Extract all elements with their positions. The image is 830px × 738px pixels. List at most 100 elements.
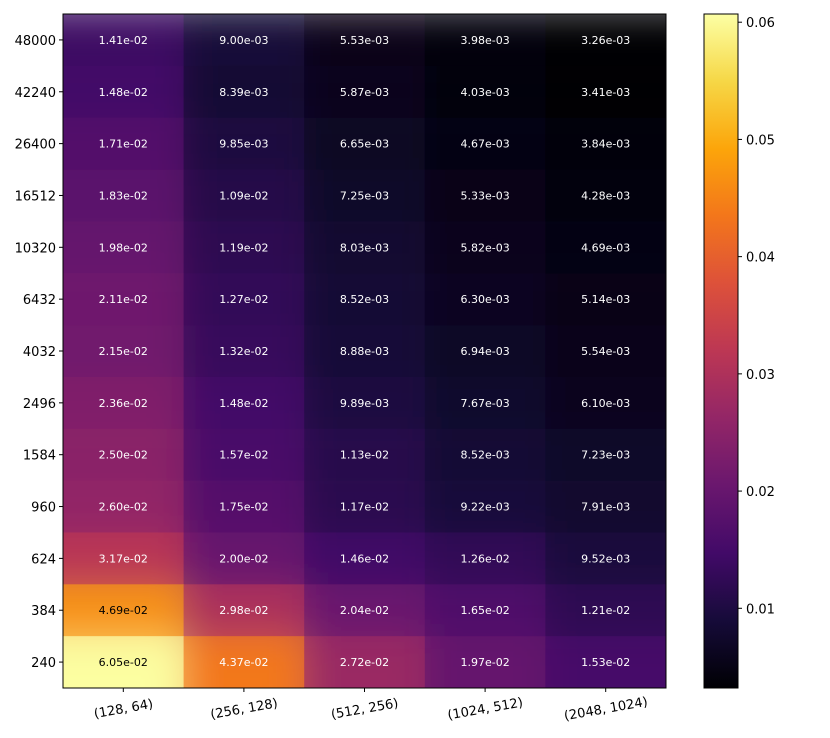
heatmap-cell — [304, 169, 426, 222]
heatmap-cell — [63, 117, 185, 171]
cell-label: 3.98e-03 — [460, 34, 509, 47]
y-tick-label: 1584 — [23, 449, 56, 464]
cell-label: 2.04e-02 — [340, 604, 389, 617]
heatmap-cell — [63, 584, 185, 637]
heatmap-cell — [424, 117, 546, 171]
y-tick-label: 48000 — [15, 34, 56, 49]
cell-label: 8.52e-03 — [340, 293, 389, 306]
heatmap-cell — [304, 273, 426, 326]
heatmap-cell — [183, 584, 305, 637]
heatmap-cell — [63, 480, 185, 533]
heatmap-cell — [304, 117, 426, 171]
cell-label: 6.05e-02 — [99, 656, 148, 669]
y-axis: 48000 42240 26400 16512 10320 6432 4032 2496 158… — [15, 34, 63, 671]
cell-label: 6.94e-03 — [460, 345, 509, 358]
heatmap-cell — [424, 65, 546, 119]
heatmap-cell — [63, 273, 185, 326]
cell-label: 9.00e-03 — [219, 34, 268, 47]
y-tick-label: 16512 — [15, 189, 56, 204]
cell-label: 6.65e-03 — [340, 138, 389, 151]
heatmap-cell — [183, 428, 305, 482]
heatmap-cell — [183, 221, 305, 274]
cell-label: 5.14e-03 — [581, 293, 630, 306]
y-tick-label: 10320 — [15, 241, 56, 256]
cell-label: 1.32e-02 — [219, 345, 268, 358]
cell-label: 1.26e-02 — [460, 552, 509, 565]
heatmap-cell — [424, 636, 546, 688]
cell-label: 7.91e-03 — [581, 501, 630, 514]
heatmap-cell — [183, 325, 305, 378]
cell-label: 1.13e-02 — [340, 449, 389, 462]
x-tick-label: (128, 64) — [93, 697, 154, 722]
heatmap-cell — [545, 169, 666, 222]
cell-label: 4.69e-02 — [99, 604, 148, 617]
heatmap-cell — [183, 169, 305, 222]
cell-label: 8.03e-03 — [340, 241, 389, 254]
heatmap-cell — [545, 428, 666, 482]
heatmap-cell — [183, 636, 305, 688]
cell-label: 6.30e-03 — [460, 293, 509, 306]
cell-label: 4.67e-03 — [460, 138, 509, 151]
heatmap-cell — [304, 221, 426, 274]
y-tick-label: 26400 — [15, 138, 56, 153]
heatmap-cell — [545, 65, 666, 119]
cell-label: 1.65e-02 — [460, 604, 509, 617]
cell-label: 1.17e-02 — [340, 501, 389, 514]
heatmap-cell — [424, 221, 546, 274]
y-tick-label: 240 — [31, 656, 56, 671]
heatmap-cell — [545, 376, 666, 430]
y-tick-label: 4032 — [23, 345, 56, 360]
heatmap-cell — [424, 169, 546, 222]
cell-label: 8.52e-03 — [460, 449, 509, 462]
heatmap-cell — [63, 169, 185, 222]
cell-label: 1.83e-02 — [99, 189, 148, 202]
heatmap-cell — [304, 376, 426, 430]
cell-label: 7.67e-03 — [460, 397, 509, 410]
cell-label: 1.27e-02 — [219, 293, 268, 306]
cell-label: 4.03e-03 — [460, 86, 509, 99]
cell-label: 6.10e-03 — [581, 397, 630, 410]
cell-label: 1.97e-02 — [460, 656, 509, 669]
cell-label: 1.53e-02 — [581, 656, 630, 669]
y-tick-label: 2496 — [23, 397, 56, 412]
cell-label: 8.88e-03 — [340, 345, 389, 358]
cell-label: 5.53e-03 — [340, 34, 389, 47]
cell-label: 4.37e-02 — [219, 656, 268, 669]
heatmap-cell — [424, 325, 546, 378]
cell-label: 2.11e-02 — [99, 293, 148, 306]
heatmap-cell — [545, 636, 666, 688]
colorbar-tick-label: 0.01 — [746, 602, 775, 617]
cell-label: 1.41e-02 — [99, 34, 148, 47]
heatmap-cell — [183, 480, 305, 533]
cell-label: 9.89e-03 — [340, 397, 389, 410]
cell-label: 2.50e-02 — [99, 449, 148, 462]
cell-label: 2.60e-02 — [99, 501, 148, 514]
y-tick-label: 960 — [31, 501, 56, 516]
heatmap-cell — [424, 532, 546, 585]
colorbar-tick-label: 0.06 — [746, 16, 775, 31]
cell-label: 1.98e-02 — [99, 241, 148, 254]
cell-label: 5.33e-03 — [460, 189, 509, 202]
colorbar-tick-label: 0.03 — [746, 368, 775, 383]
heatmap-cell — [304, 325, 426, 378]
y-tick-label: 6432 — [23, 293, 56, 308]
heatmap-cell — [545, 532, 666, 585]
heatmap-cell — [63, 325, 185, 378]
heatmap-cell — [545, 117, 666, 171]
cell-labels: 1.41e-02 9.00e-03 5.53e-03 3.98e-03 3.26e-03… — [99, 34, 631, 669]
heatmap-cell — [304, 584, 426, 637]
cell-label: 2.36e-02 — [99, 397, 148, 410]
cell-label: 5.87e-03 — [340, 86, 389, 99]
colorbar-tick-label: 0.02 — [746, 485, 775, 500]
heatmap-cell — [545, 221, 666, 274]
cell-label: 1.19e-02 — [219, 241, 268, 254]
cell-label: 1.21e-02 — [581, 604, 630, 617]
cell-label: 4.28e-03 — [581, 189, 630, 202]
cell-label: 4.69e-03 — [581, 241, 630, 254]
heatmap-cell — [424, 14, 546, 67]
cell-label: 7.25e-03 — [340, 189, 389, 202]
cell-label: 3.17e-02 — [99, 552, 148, 565]
heatmap-cell — [63, 376, 185, 430]
heatmap-cell — [424, 273, 546, 326]
